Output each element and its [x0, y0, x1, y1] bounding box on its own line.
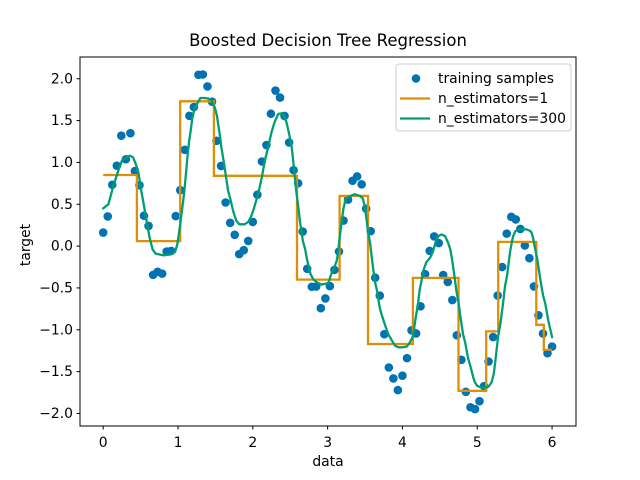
y-tick-label: 0.5: [51, 197, 73, 213]
x-axis-label: data: [312, 454, 343, 470]
y-tick-label: 1.5: [51, 113, 73, 129]
y-tick-label: −1.5: [39, 364, 73, 380]
scatter-point: [203, 82, 212, 91]
x-tick-label: 1: [174, 435, 183, 451]
scatter-point: [525, 253, 534, 263]
chart-title: Boosted Decision Tree Regression: [189, 31, 467, 50]
scatter-point: [488, 332, 498, 342]
x-tick-label: 4: [398, 435, 407, 451]
scatter-point: [266, 109, 276, 119]
scatter-point: [520, 241, 530, 250]
y-tick-label: −0.5: [39, 280, 73, 296]
scatter-point: [103, 212, 113, 221]
scatter-point: [448, 295, 457, 305]
y-tick-label: −2.0: [39, 406, 73, 422]
scatter-point: [502, 229, 512, 238]
scatter-point: [398, 371, 407, 381]
scatter-point: [475, 396, 484, 406]
scatter-point: [470, 404, 480, 414]
scatter-point: [384, 363, 394, 372]
scatter-point: [171, 211, 181, 221]
scatter-point: [511, 215, 521, 224]
scatter-point: [239, 245, 249, 255]
x-tick-label: 6: [548, 435, 557, 451]
scatter-point: [157, 269, 167, 278]
tree-prediction-line: [103, 100, 553, 393]
scatter-point: [547, 342, 557, 351]
y-tick-label: 1.0: [51, 155, 73, 171]
plot-border: [79, 56, 577, 427]
legend-marker-training-samples: [411, 74, 421, 83]
scatter-point: [243, 236, 253, 246]
scatter-point: [275, 93, 285, 102]
scatter-point: [248, 217, 258, 227]
x-tick-label: 3: [323, 435, 332, 451]
legend-box: [395, 63, 572, 132]
legend-label-n-estimators-300: n_estimators=300: [438, 111, 566, 127]
scatter-point: [393, 385, 403, 395]
scatter-point: [198, 70, 208, 79]
scatter-point: [389, 374, 398, 383]
scatter-point: [225, 218, 235, 228]
scatter-point: [116, 131, 126, 140]
scatter-point: [543, 348, 552, 358]
x-tick-label: 2: [248, 435, 257, 451]
n-estimators-1-series: [103, 100, 553, 393]
x-axis-ticks: 0 1 2 3 4 5 6: [99, 426, 557, 451]
scatter-point: [357, 180, 366, 189]
y-tick-label: 2.0: [51, 71, 73, 87]
scatter-point: [321, 294, 330, 303]
scatter-point: [230, 230, 240, 240]
scatter-point: [221, 198, 230, 207]
adaboost-prediction-line: [102, 96, 554, 389]
legend-label-training-samples: training samples: [438, 71, 554, 87]
scatter-point: [98, 228, 108, 237]
n-estimators-300-series: [102, 96, 554, 389]
legend-label-n-estimators-1: n_estimators=1: [438, 91, 548, 107]
y-axis-ticks: −2.0 −1.5 −1.0 −0.5 0.0 0.5 1.0 1.5 2.0: [39, 71, 80, 422]
y-tick-label: 0.0: [51, 239, 73, 255]
scatter-point: [316, 303, 326, 313]
y-axis-label: target: [18, 223, 34, 266]
x-tick-label: 0: [99, 435, 108, 451]
scatter-point: [402, 353, 412, 363]
scatter-point: [126, 128, 135, 138]
scatter-point: [271, 86, 280, 95]
x-tick-label: 5: [473, 435, 482, 451]
scatter-point: [352, 172, 362, 181]
y-tick-label: −1.0: [39, 322, 73, 338]
legend: training samples n_estimators=1 n_estima…: [395, 63, 572, 132]
scatter-point: [497, 262, 507, 272]
scatter-point: [443, 277, 453, 287]
scatter-point: [452, 330, 462, 340]
